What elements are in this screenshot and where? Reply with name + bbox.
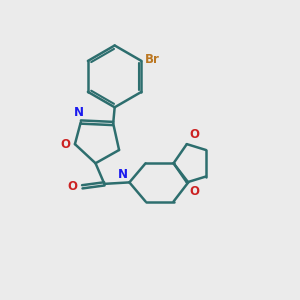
Text: O: O <box>190 185 200 198</box>
Text: O: O <box>60 138 70 151</box>
Text: O: O <box>190 128 200 141</box>
Text: N: N <box>74 106 83 119</box>
Text: O: O <box>68 180 78 193</box>
Text: Br: Br <box>145 53 160 66</box>
Text: N: N <box>118 168 128 181</box>
